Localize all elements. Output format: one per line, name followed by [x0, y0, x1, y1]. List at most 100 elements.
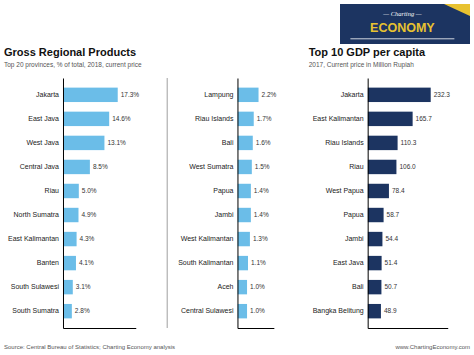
data-label: 110.3	[401, 139, 417, 146]
y-tick-label: Riau	[45, 187, 60, 194]
chart-panel: JakartaEast KalimantanRiau IslandsRiauWe…	[313, 79, 451, 329]
y-axis-line	[63, 79, 64, 329]
y-tick: East Kalimantan	[313, 115, 368, 122]
x-axis-line	[238, 328, 274, 329]
data-label: 58.7	[387, 211, 400, 218]
y-axis: Lampung Riau Islands Bali West Sumatra Papua…	[178, 79, 238, 329]
x-axis-line	[368, 328, 448, 329]
y-tick-label: West Java	[26, 139, 59, 146]
y-tick: West Java	[26, 139, 63, 146]
x-axis	[238, 328, 274, 329]
y-tick-label: Papua	[213, 187, 233, 195]
y-tick-label: East Kalimantan	[8, 235, 59, 242]
footer-website: www.ChartingEconomy.com	[394, 344, 470, 350]
bar	[237, 256, 248, 270]
bar	[237, 136, 252, 150]
data-label: 78.4	[392, 187, 405, 194]
y-tick: Banten	[37, 259, 63, 266]
y-tick-label: Jakarta	[341, 91, 364, 98]
y-tick: Riau Islands	[325, 139, 368, 146]
y-axis: Jakarta East Java West Java Central Java Ria…	[8, 79, 63, 329]
logo: — Charting —ECONOMY	[340, 4, 470, 44]
bar	[63, 280, 73, 294]
bar	[237, 304, 247, 318]
logo-corner	[444, 4, 470, 16]
chart-panel: Lampung Riau Islands Bali West Sumatra Papua…	[178, 79, 276, 329]
bar	[237, 184, 250, 198]
y-tick: North Sumatra	[13, 211, 63, 218]
data-label: 106.0	[399, 163, 416, 170]
y-tick: South Sulawesi	[11, 283, 63, 290]
chart-root: Jakarta East Java West Java Central Java Ria…	[0, 0, 474, 355]
data-label: 1.0%	[250, 283, 265, 290]
y-tick-label: South Sumatra	[12, 307, 59, 314]
title: Gross Regional Products	[4, 46, 136, 58]
y-tick: South Kalimantan	[178, 259, 237, 266]
data-label: 17.3%	[121, 91, 140, 98]
x-axis	[63, 328, 136, 329]
y-tick-label: Jambi	[215, 211, 234, 218]
y-tick: Papua	[213, 187, 237, 195]
y-tick: Riau	[349, 163, 367, 170]
data-labels: 17.3%14.6%13.1%8.5%5.0%4.9%4.3%4.1%3.1%2…	[75, 91, 140, 314]
y-tick-label: Aceh	[217, 283, 233, 290]
data-label: 8.5%	[93, 163, 108, 170]
y-tick-label: East Kalimantan	[313, 115, 364, 122]
y-tick-label: Central Sulawesi	[181, 307, 234, 314]
data-label: 2.2%	[262, 91, 277, 98]
subtitle: 2017, Current price in Million Rupiah	[309, 61, 415, 69]
logo-box	[340, 4, 470, 44]
bars	[368, 88, 431, 319]
y-tick-label: Lampung	[204, 91, 233, 99]
y-tick-label: West Kalimantan	[181, 235, 234, 242]
y-tick: Bali	[222, 139, 238, 146]
y-tick-label: Central Java	[20, 163, 59, 170]
y-tick: Aceh	[217, 283, 237, 290]
y-tick-label: West Sumatra	[189, 163, 233, 170]
y-tick: Lampung	[204, 91, 237, 99]
bar	[63, 232, 77, 246]
y-tick-label: Riau Islands	[195, 115, 234, 122]
y-tick-label: Bali	[222, 139, 234, 146]
y-tick: Jakarta	[341, 91, 368, 98]
bar	[368, 208, 384, 222]
bar	[368, 256, 382, 270]
y-tick: Papua	[343, 211, 367, 219]
footer-source: Source: Central Bureau of Statistics; Ch…	[4, 344, 175, 350]
y-tick: East Java	[28, 115, 63, 122]
y-tick: Bangka Belitung	[313, 307, 368, 315]
bar	[237, 160, 251, 174]
y-tick: Central Java	[20, 163, 63, 170]
data-label: 165.7	[416, 115, 433, 122]
bar	[63, 112, 109, 126]
y-tick: Bali	[352, 283, 368, 290]
bars	[63, 88, 118, 319]
y-tick-label: Papua	[343, 211, 363, 219]
data-label: 1.3%	[253, 235, 268, 242]
y-tick-label: Jakarta	[36, 91, 59, 98]
divider	[167, 78, 168, 328]
bar	[237, 280, 247, 294]
y-tick-label: East Java	[28, 115, 59, 122]
y-tick: Central Sulawesi	[181, 307, 238, 314]
x-axis-line	[63, 328, 136, 329]
data-label: 1.7%	[257, 115, 272, 122]
bar	[368, 232, 383, 246]
data-label: 4.9%	[81, 211, 96, 218]
data-label: 14.6%	[112, 115, 131, 122]
y-tick-label: Banten	[37, 259, 59, 266]
x-axis	[368, 328, 448, 329]
chart-panel: Jakarta East Java West Java Central Java Ria…	[8, 79, 139, 329]
y-axis-line	[237, 79, 238, 329]
y-tick: Jambi	[215, 211, 238, 218]
y-tick-label: East Java	[333, 259, 364, 266]
y-tick-label: North Sumatra	[13, 211, 59, 218]
y-tick-label: South Kalimantan	[178, 259, 233, 266]
logo-tagline: — Charting —	[382, 10, 422, 17]
y-tick-label: Riau Islands	[325, 139, 364, 146]
bar	[63, 256, 76, 270]
bar	[63, 184, 79, 198]
bar	[368, 184, 389, 198]
bar	[63, 304, 72, 318]
y-tick: Jakarta	[36, 91, 63, 98]
